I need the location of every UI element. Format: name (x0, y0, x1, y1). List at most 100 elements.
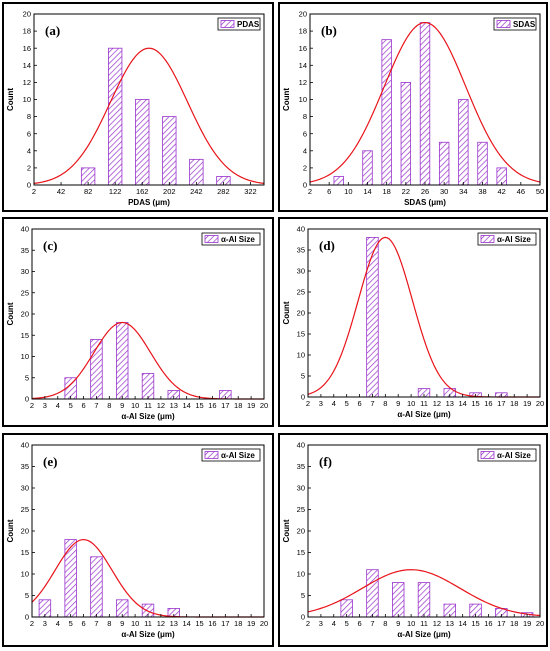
y-tick-label-f-0: 0 (301, 613, 305, 622)
x-tick-label-b-11: 46 (517, 187, 525, 196)
bar-a-3 (162, 116, 177, 186)
x-tick-label-b-4: 18 (382, 187, 390, 196)
fit-curve-b (309, 21, 541, 183)
x-tick-label-f-16: 18 (510, 619, 518, 628)
x-tick-label-d-12: 14 (458, 399, 466, 408)
y-tick-label-a-4: 8 (27, 112, 31, 121)
x-tick-label-f-6: 8 (383, 619, 387, 628)
x-tick-label-c-18: 20 (260, 401, 268, 410)
legend-swatch-f (480, 451, 495, 459)
x-tick-label-d-0: 2 (306, 399, 310, 408)
x-tick-label-f-4: 6 (357, 619, 361, 628)
legend-label-e: α-Al Size (221, 451, 255, 460)
y-tick-label-f-2: 10 (297, 570, 305, 579)
x-tick-label-a-0: 2 (32, 187, 36, 196)
x-tick-label-c-0: 2 (30, 401, 34, 410)
bar-b-1 (362, 150, 373, 186)
y-tick-label-f-4: 20 (297, 527, 305, 536)
x-tick-label-e-12: 14 (182, 619, 190, 628)
bar-a-1 (108, 47, 123, 186)
x-tick-label-e-10: 12 (157, 619, 165, 628)
y-tick-label-d-2: 10 (297, 351, 305, 360)
chart-svg-f: 2 3 4 5 6 7 8 9 10 11 12 13 14 15 16 17 18 19 200510152025… (282, 441, 544, 639)
legend-label-b: SDAS (513, 20, 536, 29)
bar-b-4 (419, 22, 431, 186)
x-tick-label-e-4: 6 (81, 619, 85, 628)
y-tick-label-c-4: 20 (21, 310, 29, 319)
panel-label-a: (a) (45, 23, 60, 38)
y-tick-label-a-2: 4 (27, 146, 31, 155)
x-tick-label-e-11: 13 (170, 619, 178, 628)
y-tick-label-d-6: 30 (297, 267, 305, 276)
y-tick-label-d-3: 15 (297, 330, 305, 339)
bar-b-7 (477, 141, 488, 186)
x-tick-label-d-16: 18 (510, 399, 518, 408)
legend-label-a: PDAS (237, 20, 260, 29)
y-tick-label-f-3: 15 (297, 548, 305, 557)
bar-e-1 (64, 539, 77, 618)
x-tick-label-d-7: 9 (396, 399, 400, 408)
y-tick-label-b-1: 2 (303, 164, 307, 173)
x-tick-label-c-5: 7 (94, 401, 98, 410)
fit-curve-f (307, 569, 541, 617)
y-tick-label-b-4: 8 (303, 112, 307, 121)
y-tick-label-c-8: 40 (21, 225, 29, 234)
x-tick-label-b-7: 30 (440, 187, 448, 196)
y-tick-label-e-5: 25 (21, 505, 29, 514)
x-tick-label-c-16: 18 (234, 401, 242, 410)
x-tick-label-d-15: 17 (497, 399, 505, 408)
chart-svg-e: 2 3 4 5 6 7 8 9 10 11 12 13 14 15 16 17 18 19 200510152025… (6, 441, 268, 639)
y-tick-label-b-0: 0 (303, 181, 307, 190)
x-tick-label-c-14: 16 (208, 401, 216, 410)
bar-b-5 (438, 141, 450, 186)
legend-swatch-d (480, 235, 495, 243)
x-tick-label-d-6: 8 (383, 399, 387, 408)
y-tick-label-e-4: 20 (21, 527, 29, 536)
x-tick-label-d-9: 11 (420, 399, 428, 408)
x-tick-label-f-18: 20 (536, 619, 544, 628)
bar-e-2 (90, 556, 103, 618)
bar-b-6 (458, 99, 469, 186)
x-tick-label-d-13: 15 (471, 399, 479, 408)
y-tick-label-c-0: 0 (25, 395, 29, 404)
x-tick-label-e-9: 11 (144, 619, 152, 628)
x-tick-label-b-1: 6 (327, 187, 331, 196)
x-tick-label-e-15: 17 (221, 619, 229, 628)
y-tick-label-f-7: 35 (297, 462, 305, 471)
x-tick-label-e-6: 8 (107, 619, 111, 628)
bar-a-2 (135, 99, 150, 186)
y-tick-label-e-7: 35 (21, 462, 29, 471)
x-axis-label-c: α-Al Size (μm) (121, 412, 175, 421)
x-tick-label-c-9: 11 (144, 401, 152, 410)
panel-label-b: (b) (321, 23, 337, 38)
y-axis-label-a: Count (6, 88, 15, 111)
y-tick-label-a-0: 0 (27, 181, 31, 190)
bar-f-3 (417, 582, 431, 618)
y-tick-label-e-6: 30 (21, 484, 29, 493)
bar-a-4 (189, 158, 204, 186)
x-tick-label-d-2: 4 (332, 399, 336, 408)
y-tick-label-f-5: 25 (297, 505, 305, 514)
x-tick-label-b-5: 22 (402, 187, 410, 196)
bar-d-0 (366, 236, 379, 398)
y-tick-label-e-0: 0 (25, 613, 29, 622)
y-tick-label-d-5: 25 (297, 288, 305, 297)
x-tick-label-f-7: 9 (396, 619, 400, 628)
y-tick-label-b-10: 20 (299, 10, 307, 19)
y-tick-label-f-6: 30 (297, 484, 305, 493)
bar-f-1 (366, 569, 379, 618)
y-axis-label-d: Count (282, 301, 291, 324)
legend-label-f: α-Al Size (497, 451, 531, 460)
x-tick-label-a-7: 282 (217, 187, 230, 196)
x-tick-label-c-10: 12 (157, 401, 165, 410)
legend-label-c: α-Al Size (221, 235, 255, 244)
x-tick-label-b-0: 2 (308, 187, 312, 196)
x-tick-label-c-15: 17 (221, 401, 229, 410)
y-axis-label-f: Count (282, 519, 291, 542)
x-tick-label-b-9: 38 (478, 187, 486, 196)
plot-frame-d (307, 228, 541, 398)
x-tick-label-c-8: 10 (131, 401, 139, 410)
x-tick-label-c-7: 9 (120, 401, 124, 410)
legend-label-d: α-Al Size (497, 235, 531, 244)
x-tick-label-a-4: 162 (136, 187, 149, 196)
